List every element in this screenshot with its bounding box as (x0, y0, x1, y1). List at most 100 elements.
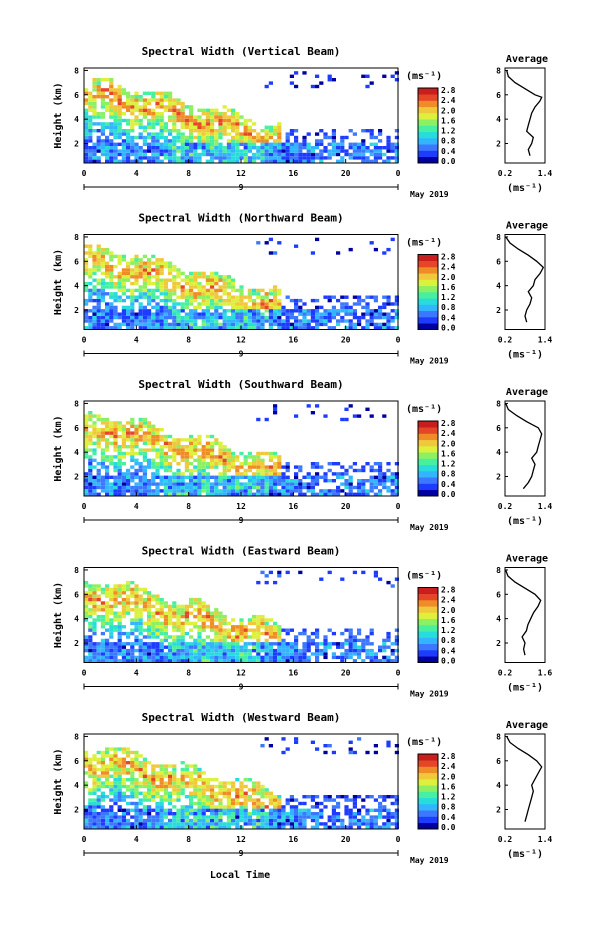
heatmap-cell (176, 798, 181, 802)
heatmap-cell (117, 587, 122, 592)
heatmap-cell (88, 475, 93, 479)
heatmap-cell (147, 258, 152, 262)
heatmap-cell (105, 458, 110, 462)
heatmap-cell (373, 744, 378, 748)
heatmap-cell (298, 326, 303, 330)
heatmap-cell (84, 611, 89, 615)
heatmap-cell (197, 815, 202, 819)
heatmap-cell (214, 309, 219, 313)
heatmap-cell (121, 275, 126, 279)
heatmap-cell (184, 781, 189, 785)
heatmap-cell (155, 302, 160, 306)
heatmap-cell (340, 655, 345, 660)
heatmap-cell (247, 652, 252, 656)
heatmap-cell (147, 268, 152, 272)
heatmap-cell (344, 628, 349, 632)
heatmap-cell (88, 764, 93, 768)
heatmap-cell (88, 808, 93, 812)
heatmap-cell (163, 784, 168, 789)
heatmap-cell (273, 298, 278, 303)
heatmap-cell (239, 142, 244, 146)
heatmap-cell (105, 302, 110, 306)
heatmap-cell (180, 458, 185, 462)
heatmap-cell (205, 788, 210, 792)
heatmap-cell (268, 315, 273, 320)
heatmap-cell (239, 818, 244, 823)
heatmap-cell (147, 594, 152, 598)
heatmap-cell (109, 268, 114, 272)
heatmap-cell (142, 281, 147, 286)
heatmap-cell (323, 319, 328, 323)
heatmap-cell (210, 146, 215, 150)
heatmap-cell (159, 631, 164, 636)
heatmap-cell (109, 264, 114, 269)
heatmap-cell (138, 421, 143, 425)
heatmap-cell (365, 652, 370, 656)
heatmap-cell (348, 808, 353, 812)
heatmap-cell (281, 805, 286, 809)
heatmap-cell (285, 132, 290, 136)
heatmap-cell (243, 468, 248, 473)
heatmap-cell (205, 648, 210, 653)
average-y-tick-label: 8 (496, 66, 501, 75)
heatmap-cell (323, 146, 328, 150)
heatmap-cell (201, 628, 206, 632)
heatmap-cell (168, 101, 173, 106)
heatmap-cell (142, 417, 147, 422)
heatmap-cell (323, 798, 328, 802)
heatmap-cell (130, 135, 135, 140)
heatmap-cell (126, 295, 131, 299)
heatmap-cell (151, 112, 156, 116)
heatmap-cell (180, 475, 185, 479)
colorbar-tick-label: 0.4 (441, 646, 456, 655)
heatmap-cell (130, 618, 135, 622)
heatmap-cell (172, 764, 177, 768)
heatmap-cell (151, 139, 156, 143)
heatmap-cell (205, 112, 210, 116)
heatmap-cell (344, 472, 349, 476)
heatmap-cell (319, 322, 324, 327)
heatmap-cell (394, 156, 399, 160)
heatmap-cell (126, 108, 131, 112)
heatmap-cell (151, 295, 156, 299)
heatmap-cell (218, 122, 223, 126)
heatmap-cell (285, 465, 290, 469)
heatmap-cell (197, 472, 202, 476)
heatmap-cell (310, 815, 315, 819)
heatmap-cell (235, 288, 240, 293)
heatmap-cell (201, 618, 206, 622)
heatmap-cell (155, 271, 160, 276)
heatmap-cell (222, 648, 227, 653)
heatmap-cell (260, 631, 265, 636)
heatmap-cell (306, 322, 311, 327)
heatmap-cell (130, 455, 135, 459)
heatmap-cell (100, 757, 105, 761)
heatmap-cell (260, 139, 265, 143)
heatmap-cell (294, 142, 299, 146)
heatmap-cell (189, 635, 194, 639)
heatmap-cell (151, 156, 156, 160)
heatmap-cell (226, 281, 231, 286)
heatmap-cell (319, 812, 324, 816)
heatmap-cell (361, 489, 366, 493)
heatmap-cell (298, 305, 303, 310)
heatmap-cell (306, 132, 311, 136)
heatmap-cell (109, 159, 114, 163)
heatmap-cell (373, 149, 378, 153)
heatmap-cell (88, 271, 93, 276)
heatmap-cell (348, 638, 353, 643)
heatmap-cell (382, 305, 387, 310)
heatmap-cell (163, 95, 168, 99)
heatmap-cell (159, 611, 164, 615)
heatmap-cell (109, 125, 114, 129)
heatmap-cell (193, 645, 198, 649)
colorbar-tick-label: 0.0 (441, 324, 456, 333)
heatmap-cell (84, 142, 89, 146)
heatmap-cell (130, 648, 135, 653)
heatmap-cell (172, 156, 177, 160)
heatmap-cell (134, 118, 139, 123)
heatmap-cell (201, 309, 206, 313)
average-title: Average (506, 221, 548, 232)
heatmap-cell (189, 784, 194, 789)
heatmap-cell (142, 621, 147, 626)
